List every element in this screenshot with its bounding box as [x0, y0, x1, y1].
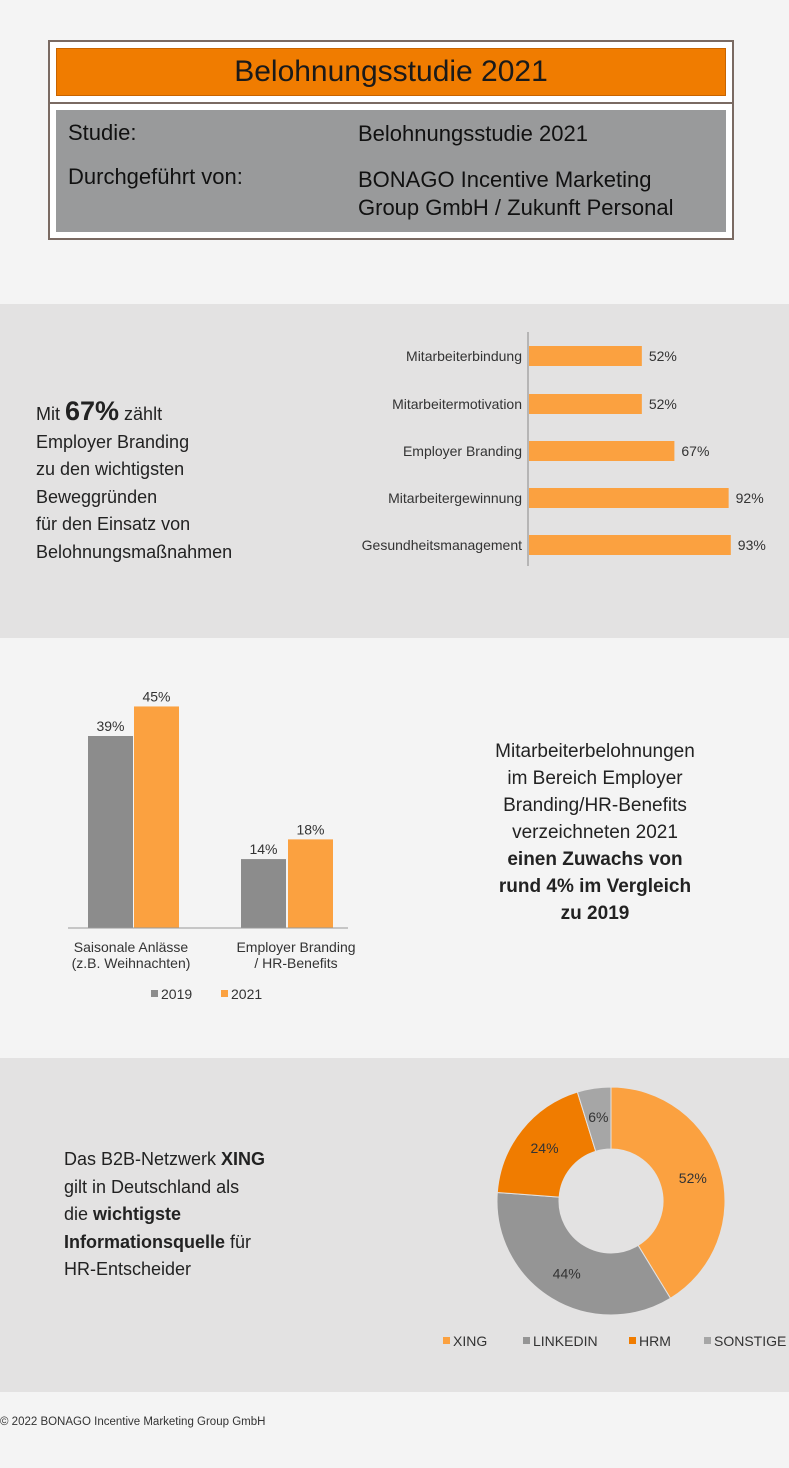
copyright-footer: © 2022 BONAGO Incentive Marketing Group …	[0, 1416, 266, 1428]
motives-highlight-value: 67%	[65, 396, 120, 426]
study-value: Belohnungsstudie 2021	[358, 121, 588, 146]
sources-text-line5: HR-Entscheider	[64, 1259, 192, 1279]
legend-swatch-2019	[151, 990, 158, 997]
sources-text-line3: die wichtigste	[64, 1201, 265, 1229]
legend-swatch-hrm	[629, 1337, 636, 1344]
growth-section: 39% 14% 45% 18% Saisonale Anlässe (z.B. Weihn…	[0, 638, 789, 1058]
value-label: 14%	[249, 841, 277, 857]
value-label: 45%	[142, 688, 170, 704]
motives-text-line: für den Einsatz von	[36, 514, 191, 534]
category-label: Saisonale Anlässe	[74, 939, 189, 955]
motives-text-line: Employer Branding	[36, 431, 190, 452]
slice-label: 6%	[588, 1109, 608, 1125]
slice-xing	[610, 1086, 726, 1299]
motives-text-line: zu den wichtigsten	[36, 459, 185, 479]
growth-text-line: verzeichneten 2021	[512, 822, 678, 843]
slice-label: 52%	[679, 1170, 707, 1186]
sources-text-bold: XING	[221, 1149, 266, 1169]
growth-text-bold-line: einen Zuwachs von	[507, 849, 683, 870]
sources-text-part: Das B2B-Netzwerk	[64, 1149, 222, 1169]
value-label: 93%	[738, 537, 766, 553]
bar-2021-2	[288, 839, 333, 928]
bar-1	[529, 346, 642, 366]
category-label: Employer Branding	[236, 939, 355, 955]
legend-label-2019: 2019	[161, 986, 192, 1002]
slice-hrm	[496, 1091, 597, 1198]
study-info-box: Studie: Belohnungsstudie 2021 Durchgefüh…	[56, 110, 726, 232]
conducted-value-line1: BONAGO Incentive Marketing	[358, 167, 652, 192]
growth-text-bold-line: zu 2019	[560, 903, 630, 924]
legend-label-linkedin: LINKEDIN	[533, 1333, 598, 1349]
value-label: 52%	[649, 348, 677, 364]
bar-4	[529, 488, 729, 508]
study-label: Studie:	[68, 120, 137, 145]
motives-text-line: Belohnungsmaßnahmen	[36, 541, 233, 562]
legend-swatch-xing	[443, 1337, 450, 1344]
legend-label-hrm: HRM	[639, 1333, 671, 1349]
sources-text-line1: Das B2B-Netzwerk XING	[64, 1146, 265, 1174]
value-label: 52%	[649, 396, 677, 412]
category-label: Mitarbeitermotivation	[392, 396, 522, 412]
category-label: Mitarbeiterbindung	[406, 348, 522, 364]
growth-text: Mitarbeiterbelohnungen im Bereich Employ…	[440, 738, 750, 927]
value-label: 92%	[736, 490, 764, 506]
motives-text-line: Beweggründen	[36, 486, 158, 507]
motives-text-mit: Mit	[36, 404, 65, 424]
bar-5	[529, 535, 731, 555]
motives-text-headline: Mit 67% zählt	[36, 396, 232, 429]
growth-text-line: Mitarbeiterbelohnungen	[495, 741, 695, 762]
growth-bar-chart: 39% 14% 45% 18% Saisonale Anlässe(z.B. Weihn…	[68, 688, 356, 1002]
slice-sonstige	[576, 1086, 612, 1152]
bar-2019-2	[241, 859, 286, 928]
legend-label-2021: 2021	[231, 986, 262, 1002]
value-label: 67%	[681, 443, 709, 459]
slice-label: 44%	[553, 1266, 581, 1282]
sources-text-line2: gilt in Deutschland als	[64, 1176, 240, 1197]
motives-text: Mit 67% zählt Employer Branding zu den w…	[36, 396, 233, 566]
conducted-label: Durchgeführt von:	[68, 164, 243, 189]
category-label: Employer Branding	[403, 443, 522, 459]
sources-section: Das B2B-Netzwerk XING gilt in Deutschlan…	[0, 1058, 789, 1392]
growth-text-line: Branding/HR-Benefits	[503, 795, 687, 816]
conducted-value-line2: Group GmbH / Zukunft Personal	[358, 195, 674, 220]
sources-text-part: die	[64, 1204, 94, 1224]
legend-swatch-sonstige	[704, 1337, 711, 1344]
growth-text-bold-line: rund 4% im Vergleich	[498, 876, 692, 897]
motives-section: Mit 67% zählt Employer Branding zu den w…	[0, 304, 789, 638]
value-label: 18%	[296, 821, 324, 837]
sources-text-bold: Informationsquelle	[64, 1231, 226, 1252]
sources-text-line4: Informationsquelle für	[64, 1229, 265, 1257]
page-title: Belohnungsstudie 2021	[56, 48, 726, 96]
category-label: Mitarbeitergewinnung	[388, 490, 522, 506]
legend-swatch-2021	[221, 990, 228, 997]
sources-text-part: für	[225, 1231, 252, 1252]
sources-donut-chart: 52% 44% 24% 6% XING LINKEDIN HRM SONSTIGE	[443, 1086, 786, 1349]
legend-swatch-linkedin	[523, 1337, 530, 1344]
value-label: 39%	[96, 718, 124, 734]
bar-2021-1	[134, 706, 179, 928]
motives-bar-chart: Mitarbeiterbindung 52% Mitarbeitermotivati…	[362, 332, 766, 566]
study-header: Belohnungsstudie 2021 Studie: Belohnungs…	[48, 40, 734, 240]
bar-3	[529, 441, 675, 461]
sources-text: Das B2B-Netzwerk XING gilt in Deutschlan…	[64, 1146, 265, 1284]
header-divider	[50, 102, 732, 104]
slice-linkedin	[496, 1191, 672, 1316]
legend-label-sonstige: SONSTIGE	[714, 1333, 786, 1349]
growth-text-line: im Bereich Employer	[507, 768, 683, 789]
bar-2019-1	[88, 736, 133, 928]
category-label: / HR-Benefits	[254, 955, 337, 971]
bar-2	[529, 394, 642, 414]
slice-label: 24%	[531, 1140, 559, 1156]
legend-label-xing: XING	[453, 1333, 487, 1349]
category-label: Gesundheitsmanagement	[362, 537, 522, 553]
sources-text-bold: wichtigste	[93, 1204, 182, 1224]
category-label: (z.B. Weihnachten)	[72, 955, 191, 971]
motives-text-after: zählt	[119, 404, 163, 424]
